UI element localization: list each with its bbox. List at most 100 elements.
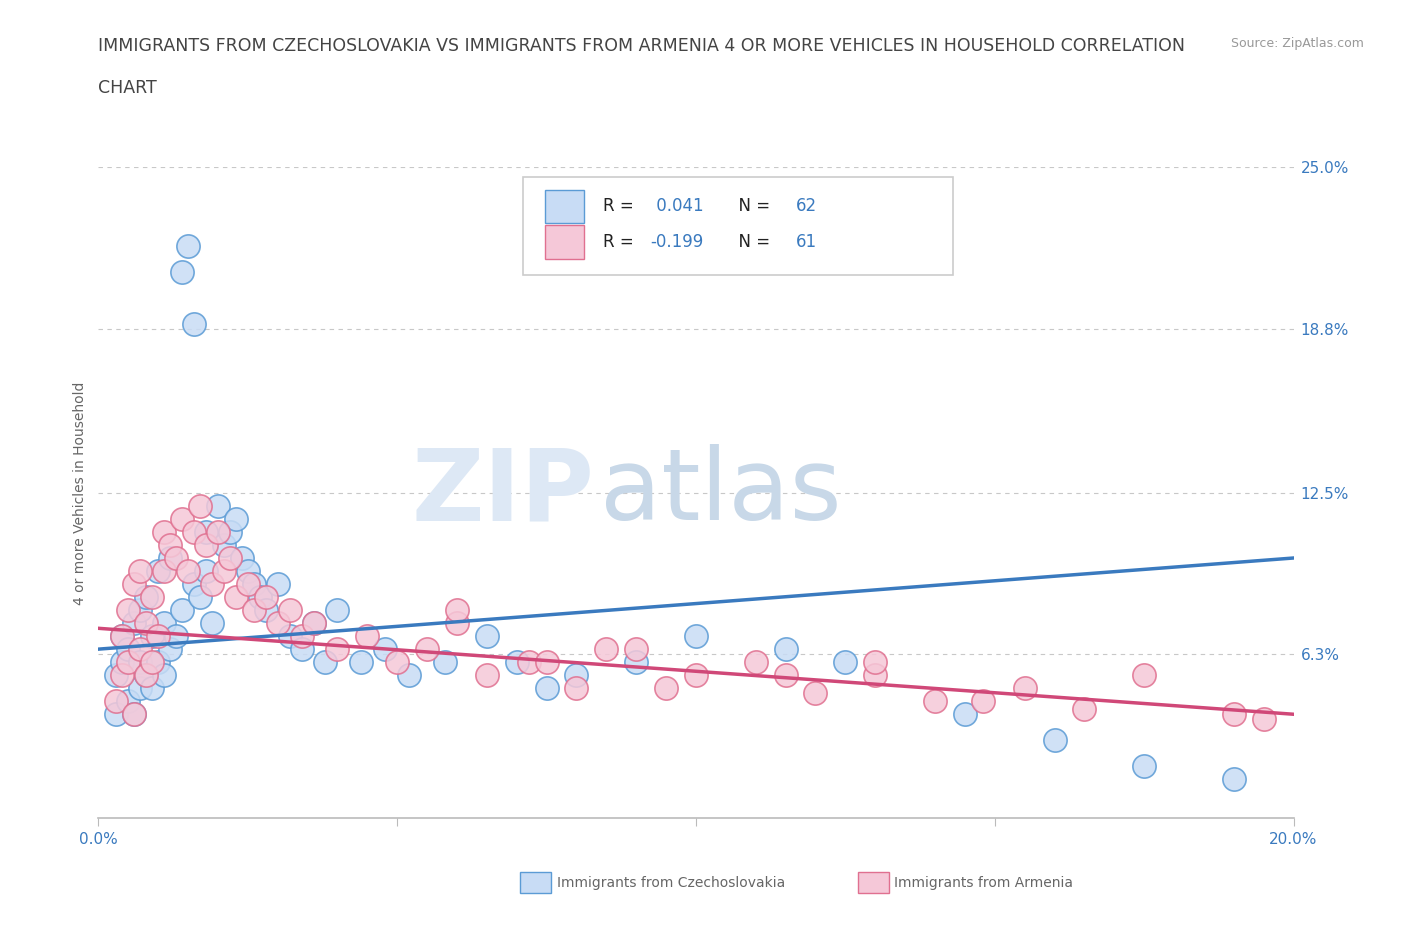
Point [536, 655, 558, 670]
Point [267, 577, 290, 591]
Point [124, 707, 146, 722]
Point [129, 603, 152, 618]
Text: N =: N = [728, 232, 776, 250]
Point [446, 603, 468, 618]
Point [1073, 701, 1095, 716]
Text: R =: R = [603, 197, 638, 216]
Point [135, 616, 157, 631]
Point [225, 590, 247, 604]
Point [148, 655, 170, 670]
Point [506, 655, 529, 670]
Point [165, 629, 187, 644]
Point [1133, 668, 1156, 683]
Point [135, 668, 157, 683]
Text: atlas: atlas [600, 445, 842, 541]
Point [201, 616, 224, 631]
Point [315, 655, 337, 670]
Point [385, 655, 409, 670]
FancyBboxPatch shape [523, 178, 953, 275]
Point [446, 616, 468, 631]
Text: N =: N = [728, 197, 776, 216]
Point [475, 668, 498, 683]
Point [117, 655, 139, 670]
Point [834, 655, 856, 670]
Text: Immigrants from Czechoslovakia: Immigrants from Czechoslovakia [557, 875, 785, 890]
Point [159, 642, 181, 657]
Point [153, 525, 176, 539]
Point [177, 238, 200, 253]
Point [153, 616, 176, 631]
Point [434, 655, 457, 670]
Point [267, 616, 290, 631]
Point [236, 577, 259, 591]
Point [117, 642, 139, 657]
Point [117, 603, 139, 618]
Point [212, 564, 235, 578]
Point [183, 525, 205, 539]
Point [278, 603, 301, 618]
Point [159, 551, 181, 565]
Point [302, 616, 325, 631]
Point [302, 616, 325, 631]
Point [1223, 772, 1246, 787]
Point [141, 590, 163, 604]
Point [117, 694, 139, 709]
Point [111, 668, 134, 683]
Point [416, 642, 439, 657]
Point [195, 564, 218, 578]
Point [291, 642, 314, 657]
Text: 62: 62 [796, 197, 817, 216]
Point [291, 629, 314, 644]
Point [1223, 707, 1246, 722]
Point [153, 564, 176, 578]
Point [243, 577, 266, 591]
Point [1043, 733, 1066, 748]
Point [356, 629, 378, 644]
Point [1014, 681, 1036, 696]
Point [207, 498, 229, 513]
Point [804, 686, 827, 701]
Point [129, 564, 152, 578]
Point [685, 629, 707, 644]
Point [105, 668, 128, 683]
Point [124, 707, 146, 722]
Point [188, 590, 211, 604]
Point [129, 642, 152, 657]
Point [1133, 759, 1156, 774]
Point [111, 629, 134, 644]
Point [655, 681, 678, 696]
Point [249, 590, 271, 604]
Point [278, 629, 301, 644]
Point [111, 629, 134, 644]
Text: CHART: CHART [98, 79, 157, 97]
Text: Source: ZipAtlas.com: Source: ZipAtlas.com [1230, 37, 1364, 50]
Point [924, 694, 946, 709]
Point [398, 668, 420, 683]
Point [141, 655, 163, 670]
Point [195, 538, 218, 552]
Point [172, 512, 194, 526]
Text: Immigrants from Armenia: Immigrants from Armenia [894, 875, 1073, 890]
Point [565, 681, 588, 696]
Point [745, 655, 768, 670]
Text: R =: R = [603, 232, 638, 250]
Point [685, 668, 707, 683]
Point [775, 642, 797, 657]
Point [105, 707, 128, 722]
Point [565, 668, 588, 683]
Point [207, 525, 229, 539]
Text: 0.041: 0.041 [651, 197, 703, 216]
Text: 61: 61 [796, 232, 817, 250]
Point [105, 694, 128, 709]
Point [254, 603, 277, 618]
Point [953, 707, 976, 722]
Point [129, 681, 152, 696]
Point [254, 590, 277, 604]
Bar [546, 225, 583, 259]
Point [148, 564, 170, 578]
Point [129, 655, 152, 670]
Point [536, 681, 558, 696]
Point [865, 655, 887, 670]
Point [326, 642, 349, 657]
Point [626, 655, 648, 670]
